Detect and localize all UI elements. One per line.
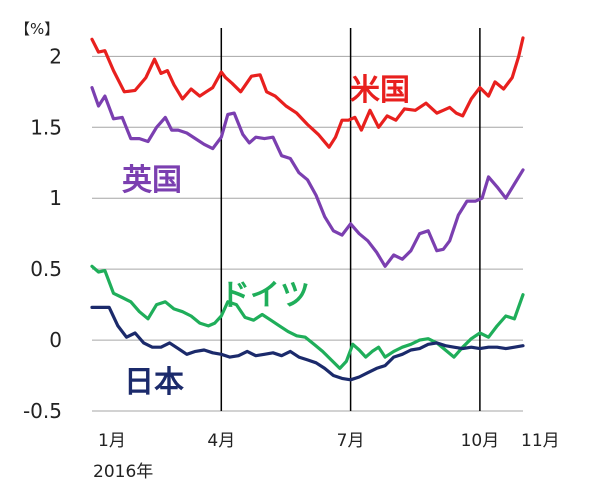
y-tick-label-1: 1.5 [30, 115, 62, 139]
y-tick-label-2: 1 [49, 186, 62, 210]
x-tick-label-4: 11月 [521, 431, 560, 451]
x-tick-label-3: 10月 [461, 431, 500, 451]
x-tick-label-1: 4月 [207, 431, 235, 451]
unit-label: 【%】 [15, 20, 59, 38]
gridlines [92, 55, 523, 412]
y-axis-ticks: 2 1.5 1 0.5 0 -0.5 [23, 44, 62, 423]
series-line-2 [90, 264, 525, 370]
y-tick-label-5: -0.5 [23, 399, 62, 423]
x-axis-ticks: 1月 4月 7月 10月 11月 [98, 431, 560, 451]
y-tick-label-0: 2 [49, 44, 62, 68]
series-lines [90, 36, 525, 382]
series-label-0: 米国 [350, 73, 410, 108]
year-label: 2016年 [93, 462, 153, 482]
x-tick-label-2: 7月 [337, 431, 365, 451]
x-tick-label-0: 1月 [98, 431, 126, 451]
series-line-1 [90, 85, 525, 268]
series-label-2: ドイツ [220, 278, 310, 313]
y-tick-label-3: 0.5 [30, 257, 62, 281]
y-tick-label-4: 0 [49, 328, 62, 352]
series-label-1: 英国 [122, 163, 182, 198]
series-line-0 [90, 36, 525, 149]
series-line-3 [90, 305, 525, 382]
series-label-3: 日本 [124, 365, 184, 400]
